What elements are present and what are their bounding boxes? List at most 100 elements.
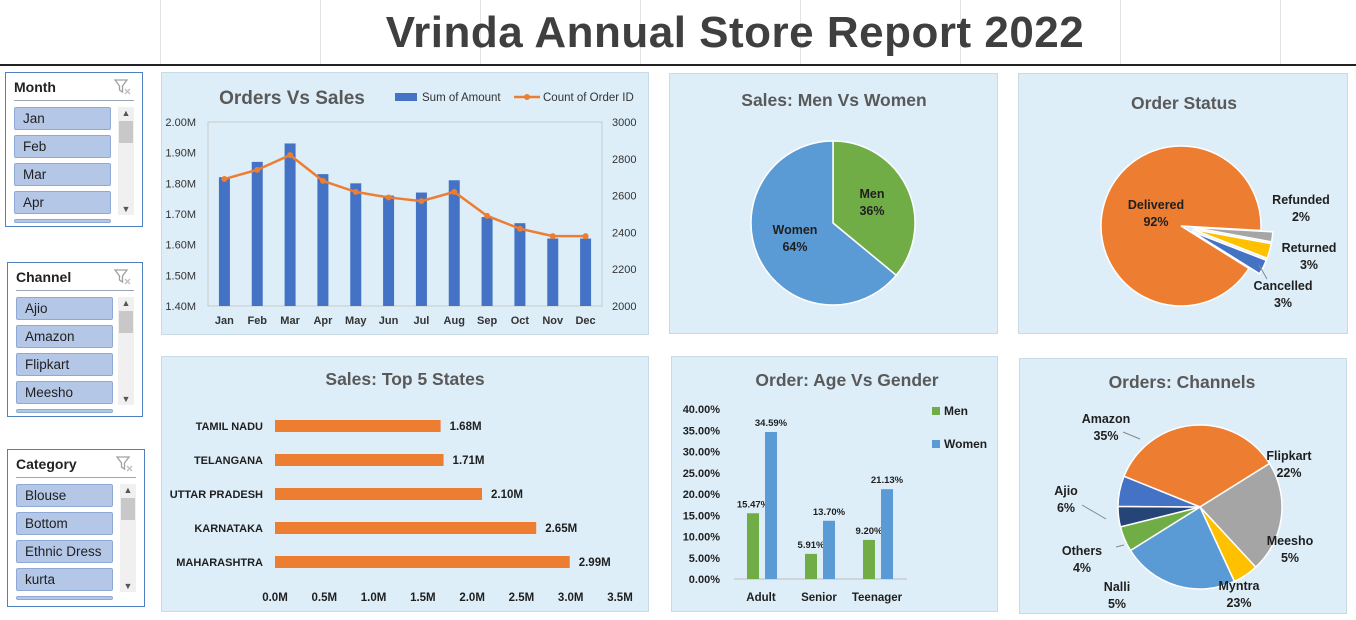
bar-sum-of-amount bbox=[547, 238, 559, 306]
slicer-item-mar[interactable]: Mar bbox=[14, 163, 111, 186]
scroll-down-icon[interactable]: ▼ bbox=[121, 204, 131, 214]
slicer-item-blouse[interactable]: Blouse bbox=[16, 484, 113, 507]
x-tick-label: 0.5M bbox=[311, 592, 337, 604]
clear-filter-icon[interactable] bbox=[114, 78, 132, 96]
pie-slice-refunded bbox=[1192, 226, 1274, 243]
slicer-title: Month bbox=[14, 79, 56, 95]
slicer-item-partial[interactable] bbox=[16, 409, 113, 413]
slicer-scrollbar[interactable]: ▲ ▼ bbox=[118, 107, 134, 215]
y-left-tick-label: 1.90M bbox=[165, 148, 196, 160]
x-tick-label: 1.0M bbox=[361, 592, 387, 604]
y-tick-label: 0.00% bbox=[689, 574, 720, 586]
men-vs-women-panel: Sales: Men Vs Women Men 36% Women 64% bbox=[669, 73, 998, 334]
x-tick-label: Jun bbox=[379, 315, 399, 327]
bar-value-label: 9.20% bbox=[856, 526, 883, 537]
slice-label-amazon-name: Amazon bbox=[1082, 412, 1131, 426]
slice-label-myntra-value: 23% bbox=[1226, 596, 1251, 610]
x-tick-label: May bbox=[345, 315, 367, 327]
legend-swatch-men bbox=[932, 407, 940, 415]
report-title: Vrinda Annual Store Report 2022 bbox=[385, 8, 1085, 57]
bar-value-label: 13.70% bbox=[813, 507, 846, 518]
chart-title: Sales: Top 5 States bbox=[325, 369, 484, 389]
slice-label-women-name: Women bbox=[773, 223, 818, 237]
y-right-tick-label: 2200 bbox=[612, 264, 636, 276]
order-status-panel: Order Status Delivered 92% Refunded 2% Return… bbox=[1018, 73, 1348, 334]
x-tick-label: Aug bbox=[444, 315, 465, 327]
slicer-item-jan[interactable]: Jan bbox=[14, 107, 111, 130]
scroll-thumb[interactable] bbox=[119, 311, 133, 333]
slicer-month[interactable]: Month Jan Feb Mar Apr ▲ ▼ bbox=[5, 72, 143, 227]
slice-label-refunded-name: Refunded bbox=[1272, 193, 1330, 207]
slicer-item-meesho[interactable]: Meesho bbox=[16, 381, 113, 404]
y-tick-label: TELANGANA bbox=[194, 455, 263, 467]
scroll-thumb[interactable] bbox=[121, 498, 135, 520]
y-right-tick-label: 2000 bbox=[612, 301, 636, 313]
slice-label-returned-value: 3% bbox=[1300, 258, 1318, 272]
bar-women-teenager bbox=[881, 489, 893, 579]
slicer-item-ethnic-dress[interactable]: Ethnic Dress bbox=[16, 540, 113, 563]
slicer-item-flipkart[interactable]: Flipkart bbox=[16, 353, 113, 376]
slice-label-meesho-value: 5% bbox=[1281, 551, 1299, 565]
slicer-item-amazon[interactable]: Amazon bbox=[16, 325, 113, 348]
bar-value-label: 34.59% bbox=[755, 418, 788, 429]
scroll-thumb[interactable] bbox=[119, 121, 133, 143]
legend-swatch-amount bbox=[395, 93, 417, 101]
x-tick-label: Oct bbox=[511, 315, 530, 327]
pie-slice-returned bbox=[1192, 228, 1273, 260]
slicer-item-apr[interactable]: Apr bbox=[14, 191, 111, 214]
slicer-category[interactable]: Category Blouse Bottom Ethnic Dress kurta ▲ ▼ bbox=[7, 449, 145, 607]
y-left-tick-label: 1.70M bbox=[165, 209, 196, 221]
bar-state-karnataka bbox=[275, 522, 537, 534]
slice-label-meesho-name: Meesho bbox=[1267, 534, 1314, 548]
line-point-count-of-order-id bbox=[484, 212, 491, 219]
slice-label-delivered-value: 92% bbox=[1143, 215, 1168, 229]
slicer-item-partial[interactable] bbox=[16, 596, 113, 600]
scroll-up-icon[interactable]: ▲ bbox=[123, 485, 133, 495]
slicer-item-kurta[interactable]: kurta bbox=[16, 568, 113, 591]
slicer-item-ajio[interactable]: Ajio bbox=[16, 297, 113, 320]
slice-label-nalli-value: 5% bbox=[1108, 597, 1126, 611]
x-tick-label: Dec bbox=[575, 315, 595, 327]
slice-label-flipkart-name: Flipkart bbox=[1266, 449, 1312, 463]
bar-state-uttar-pradesh bbox=[275, 488, 482, 500]
slicer-scrollbar[interactable]: ▲ ▼ bbox=[118, 297, 134, 405]
y-tick-label: 20.00% bbox=[683, 489, 721, 501]
pie-slice-cancelled bbox=[1191, 230, 1268, 275]
bar-sum-of-amount bbox=[251, 161, 263, 306]
bar-sum-of-amount bbox=[514, 223, 526, 306]
legend-marker-count bbox=[524, 94, 530, 100]
slice-label-others-name: Others bbox=[1062, 544, 1102, 558]
clear-filter-icon[interactable] bbox=[116, 455, 134, 473]
clear-filter-icon[interactable] bbox=[114, 268, 132, 286]
slicer-item-feb[interactable]: Feb bbox=[14, 135, 111, 158]
legend-label-women: Women bbox=[944, 437, 987, 451]
x-tick-label: Jul bbox=[413, 315, 429, 327]
slicer-divider bbox=[16, 290, 134, 291]
top-states-chart: Sales: Top 5 States TAMIL NADU 1.68M TELANG… bbox=[170, 369, 633, 604]
bar-women-senior bbox=[823, 520, 835, 579]
scroll-down-icon[interactable]: ▼ bbox=[123, 581, 133, 591]
chart-title: Orders: Channels bbox=[1109, 372, 1256, 392]
chart-title: Sales: Men Vs Women bbox=[741, 90, 926, 110]
scroll-up-icon[interactable]: ▲ bbox=[121, 298, 131, 308]
slice-label-men-name: Men bbox=[860, 187, 885, 201]
bar-value-label: 1.71M bbox=[453, 455, 485, 467]
line-point-count-of-order-id bbox=[352, 188, 359, 195]
slicer-channel[interactable]: Channel Ajio Amazon Flipkart Meesho ▲ ▼ bbox=[7, 262, 143, 417]
order-status-chart: Order Status Delivered 92% Refunded 2% Return… bbox=[1100, 93, 1336, 310]
slicer-title: Category bbox=[16, 456, 77, 472]
plot-area-border bbox=[207, 121, 603, 307]
x-tick-label: Sep bbox=[477, 315, 497, 327]
scroll-down-icon[interactable]: ▼ bbox=[121, 394, 131, 404]
scroll-up-icon[interactable]: ▲ bbox=[121, 108, 131, 118]
slicer-item-bottom[interactable]: Bottom bbox=[16, 512, 113, 535]
legend-label-amount: Sum of Amount bbox=[422, 92, 501, 104]
channels-panel: Orders: Channels Amazon 35% Flipkart 22% Mees… bbox=[1019, 358, 1347, 614]
slice-label-cancelled-name: Cancelled bbox=[1253, 279, 1312, 293]
line-point-count-of-order-id bbox=[451, 188, 458, 195]
slicer-item-partial[interactable] bbox=[14, 219, 111, 223]
x-tick-label: 1.5M bbox=[410, 592, 436, 604]
slicer-scrollbar[interactable]: ▲ ▼ bbox=[120, 484, 136, 592]
line-point-count-of-order-id bbox=[287, 152, 294, 159]
bar-value-label: 1.68M bbox=[450, 421, 482, 433]
